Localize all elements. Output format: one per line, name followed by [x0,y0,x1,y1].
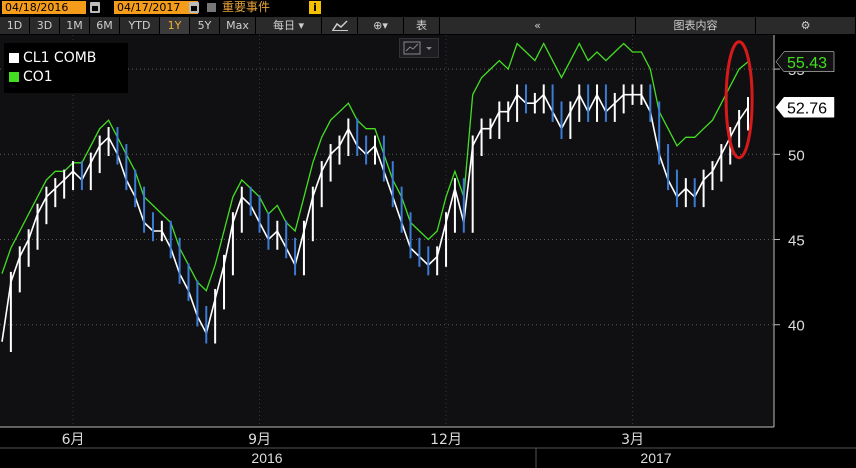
y-tick-label: 40 [788,318,805,335]
period-max-button[interactable]: Max [220,17,256,34]
last-value-co1: 55.43 [775,51,835,73]
legend: CL1 COMB CO1 [4,43,128,93]
last-value-cl1: 52.76 [775,97,835,118]
table-button[interactable]: 表 [404,17,440,34]
end-date-field[interactable]: 04/17/2017 [114,1,198,14]
period-1m-button[interactable]: 1M [60,17,90,34]
legend-label-cl1: CL1 COMB [23,50,97,66]
svg-text:52.76: 52.76 [787,100,827,117]
toolbar: 04/18/2016 04/17/2017 重要事件 i 1D 3D 1M 6M… [0,0,856,34]
legend-item-cl1: CL1 COMB [9,49,96,67]
date-range-bar: 04/18/2016 04/17/2017 重要事件 i [0,0,856,16]
x-tick-label: 6月 [62,432,85,448]
year-label: 2017 [640,450,671,466]
period-3d-button[interactable]: 3D [30,17,60,34]
collapse-icon[interactable]: « [440,17,636,34]
svg-text:55.43: 55.43 [787,55,827,72]
line-chart-icon[interactable] [322,17,358,34]
legend-item-co1: CO1 [9,68,53,86]
info-icon[interactable]: i [309,1,321,14]
start-date-field[interactable]: 04/18/2016 [2,1,86,14]
year-label: 2016 [251,450,282,466]
period-ytd-button[interactable]: YTD [120,17,160,34]
y-tick-label: 45 [788,233,805,250]
period-bar: 1D 3D 1M 6M YTD 1Y 5Y Max 每日 ▾ ⊕▾ 表 « 图表… [0,17,856,34]
chart-tool-button[interactable] [399,38,439,58]
x-tick-label: 12月 [430,432,462,448]
y-tick-label: 50 [788,147,805,164]
chart-contents-label: 图表内容 [673,19,718,32]
period-1y-button[interactable]: 1Y [160,17,190,34]
legend-swatch-cl1 [9,53,19,63]
period-6m-button[interactable]: 6M [90,17,120,34]
frequency-dropdown[interactable]: 每日 ▾ [256,17,322,34]
events-label: 重要事件 [222,0,271,14]
chart-contents-button[interactable]: 图表内容 [636,17,756,34]
calendar-icon[interactable] [189,2,199,13]
legend-swatch-co1 [9,72,19,82]
events-checkbox[interactable] [207,3,216,12]
x-tick-label: 3月 [621,432,644,448]
calendar-icon[interactable] [90,2,100,13]
period-1d-button[interactable]: 1D [0,17,30,34]
x-tick-label: 9月 [248,432,271,448]
frequency-label: 每日 [272,19,295,32]
period-5y-button[interactable]: 5Y [190,17,220,34]
annotation-ellipse [724,40,754,160]
legend-label-co1: CO1 [23,69,53,85]
candle-icon[interactable]: ⊕▾ [358,17,404,34]
